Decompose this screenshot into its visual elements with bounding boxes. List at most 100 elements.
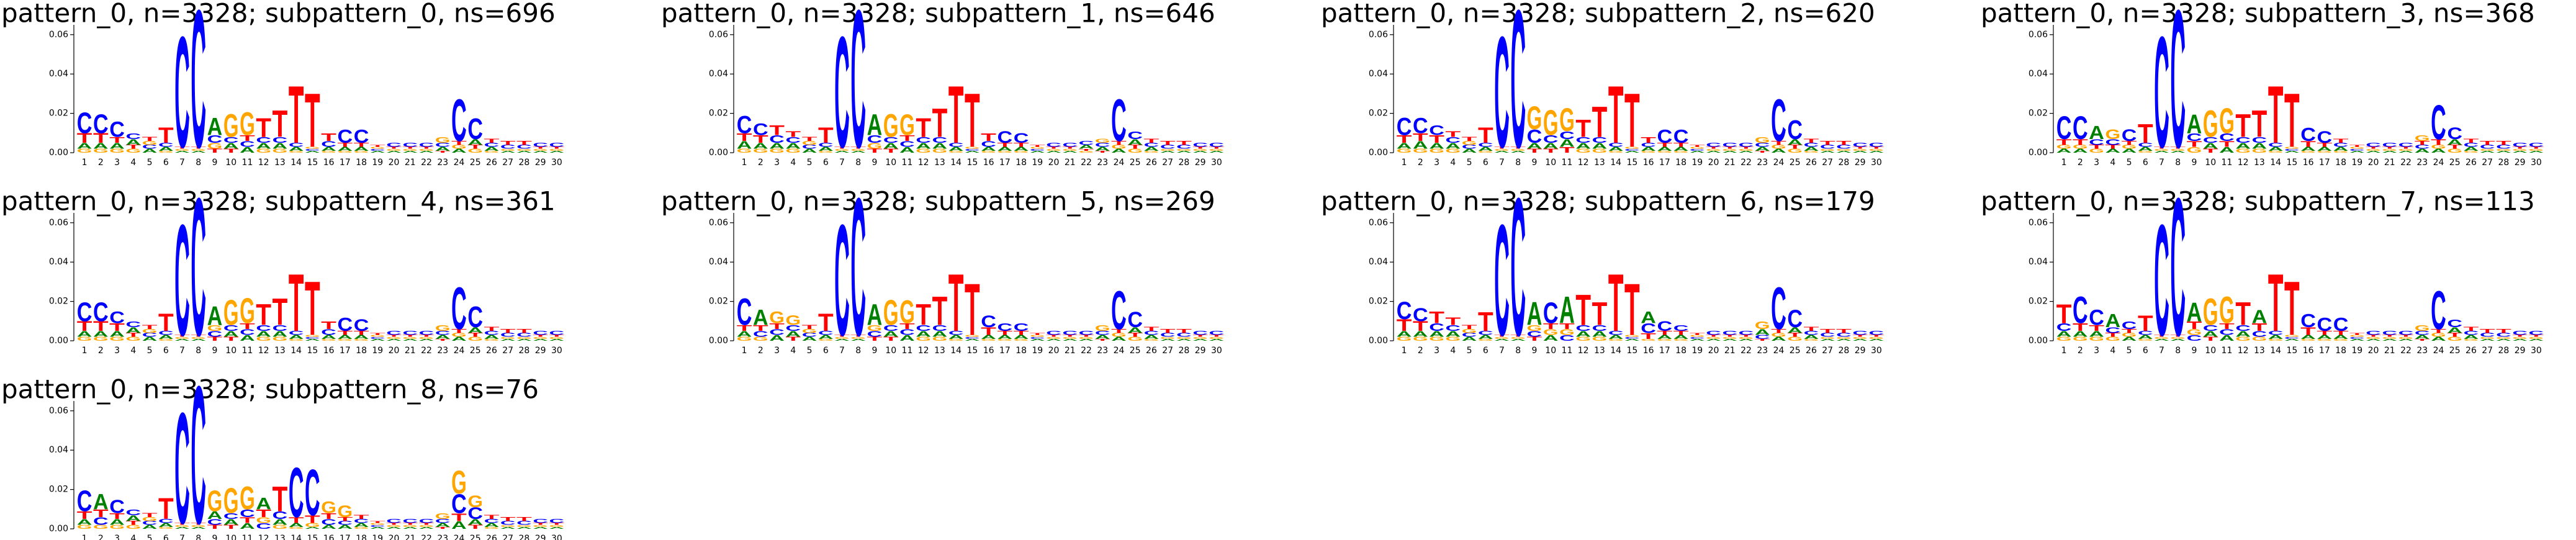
logo-letter: C [256, 323, 271, 333]
x-tick-label: 15 [307, 346, 318, 356]
logo-letter: C [1527, 126, 1542, 147]
logo-letter: C [419, 142, 435, 148]
logo-letter: A [2333, 146, 2349, 152]
logo-letter: A [207, 301, 223, 331]
logo-letter: G [1771, 332, 1786, 338]
logo-letter: G [802, 140, 817, 146]
logo-letter: G [207, 142, 223, 151]
logo-letter: G [500, 524, 516, 528]
logo-letter: C [77, 484, 92, 518]
x-tick-label: 9 [872, 346, 878, 356]
y-tick-label: 0.06 [709, 218, 728, 228]
logo-letter: C [125, 508, 141, 517]
logo-letter: C [125, 132, 141, 141]
x-tick-label: 27 [2482, 158, 2493, 168]
logo-letter: C [1755, 142, 1770, 148]
logo-letter: A [1575, 330, 1591, 339]
logo-letter: T [2105, 144, 2120, 150]
x-tick-label: 12 [258, 534, 269, 540]
logo-letter: C [2447, 317, 2462, 330]
logo-letter: A [2431, 148, 2446, 154]
logo-letter: C [109, 497, 125, 518]
logo-letter: T [1527, 336, 1542, 342]
logo-letter: A [158, 334, 174, 340]
logo-letter: T [1413, 131, 1428, 143]
logo-letter: A [77, 330, 92, 339]
logo-letter: G [109, 336, 125, 342]
logo-letter: C [191, 0, 206, 189]
logo-letter: A [1852, 338, 1868, 341]
logo-letter: G [223, 294, 239, 333]
logo-letter: A [2431, 336, 2446, 342]
x-tick-label: 9 [1532, 158, 1538, 168]
x-tick-label: 25 [1790, 346, 1801, 356]
logo-letter: T [2529, 146, 2545, 150]
logo-letter: G [785, 148, 801, 154]
logo-letter: C [1771, 88, 1786, 155]
logo-letter: C [419, 330, 435, 336]
logo-letter: C [1079, 330, 1094, 336]
logo-letter: A [2382, 150, 2397, 153]
logo-letter: G [77, 524, 92, 530]
x-tick-label: 14 [2270, 158, 2281, 168]
logo-letter: G [1804, 338, 1819, 341]
y-tick-label: 0.02 [1369, 297, 1388, 307]
logo-letter: G [2480, 148, 2495, 151]
logo-letter: T [533, 523, 549, 526]
x-tick-label: 18 [2335, 158, 2346, 168]
logo-letter: T [2415, 338, 2431, 341]
x-tick-label: 7 [839, 346, 845, 356]
logo-letter: C [1160, 332, 1176, 338]
logo-letter: G [1510, 148, 1526, 151]
logo-letter: G [1543, 104, 1559, 143]
x-tick-label: 8 [1515, 158, 1521, 168]
x-tick-label: 12 [2238, 346, 2249, 356]
logo-letter: C [338, 520, 353, 526]
logo-letter: G [516, 148, 532, 151]
logo-letter: G [467, 492, 483, 511]
logo-letter: T [354, 142, 369, 148]
x-tick-label: 24 [454, 346, 465, 356]
logo-letter: C [321, 328, 336, 337]
logo-letter: G [1176, 148, 1192, 151]
logo-letter: G [1755, 319, 1770, 331]
logo-letter: C [1608, 330, 1624, 336]
y-tick-label: 0.02 [49, 109, 68, 119]
logo-letter: A [1462, 336, 1477, 342]
logo-letter: A [834, 150, 850, 153]
logo-letter: G [207, 323, 223, 333]
logo-letter: G [981, 150, 996, 153]
x-tick-label: 6 [2143, 346, 2148, 356]
logo-letter: T [1030, 333, 1046, 336]
logo-letter: T [125, 520, 141, 526]
logo-letter: C [1176, 144, 1192, 150]
logo-letter: T [109, 135, 125, 145]
logo-letter: C [386, 330, 402, 336]
x-tick-label: 9 [212, 346, 218, 356]
logo-letter: G [1429, 148, 1444, 154]
x-tick-label: 13 [934, 346, 945, 356]
x-tick-label: 1 [82, 346, 88, 356]
logo-letter: T [402, 146, 418, 150]
logo-letter: G [1445, 148, 1461, 154]
logo-letter: G [125, 524, 141, 530]
logo-letter: A [981, 334, 996, 340]
x-tick-label: 29 [1855, 158, 1866, 168]
logo-letter: G [867, 142, 883, 151]
logo-letter: T [2235, 107, 2251, 144]
logo-letter: C [272, 323, 288, 333]
logo-letter: T [289, 70, 304, 161]
x-tick-label: 9 [212, 158, 218, 168]
logo-letter: A [1079, 338, 1094, 341]
logo-letter: G [549, 148, 565, 151]
logo-letter: T [802, 136, 817, 142]
logo-letter: A [305, 526, 320, 529]
logo-letter: T [1127, 332, 1143, 338]
y-tick-label: 0.02 [709, 297, 728, 307]
logo-letter: G [1722, 148, 1737, 151]
logo-letter: A [142, 336, 158, 342]
x-tick-label: 24 [1114, 346, 1125, 356]
logo-letter: T [818, 124, 834, 148]
x-tick-label: 16 [2303, 346, 2314, 356]
logo-letter: T [1413, 319, 1428, 335]
